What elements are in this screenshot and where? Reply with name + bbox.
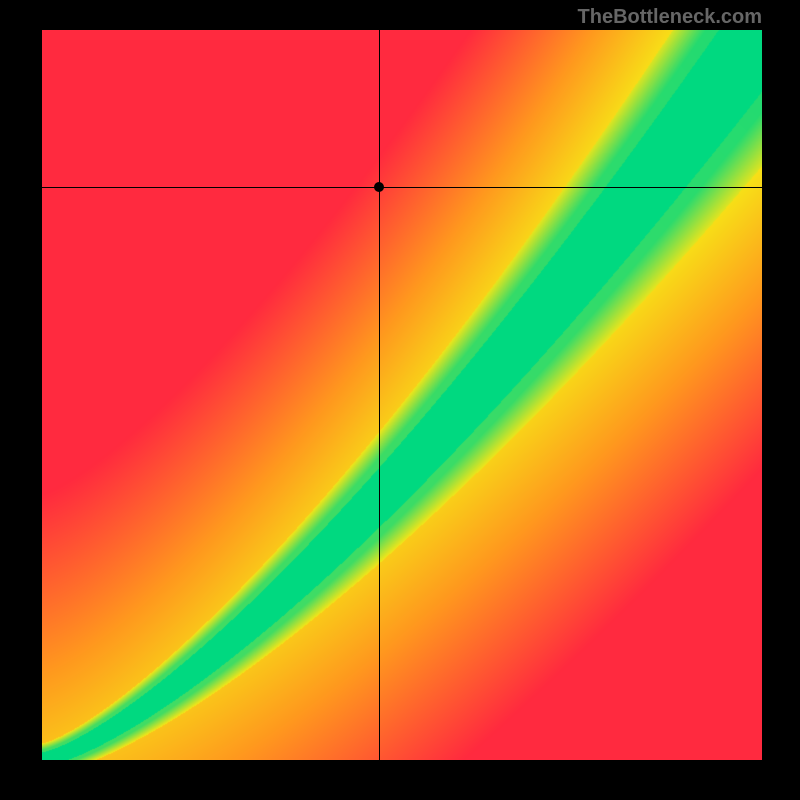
watermark-text: TheBottleneck.com — [578, 6, 762, 29]
chart-container: { "watermark": "TheBottleneck.com", "cha… — [0, 0, 800, 800]
plot-area — [42, 30, 762, 760]
crosshair-horizontal — [42, 187, 762, 188]
heatmap-canvas — [42, 30, 762, 760]
crosshair-vertical — [379, 30, 380, 760]
intersection-marker — [374, 182, 384, 192]
